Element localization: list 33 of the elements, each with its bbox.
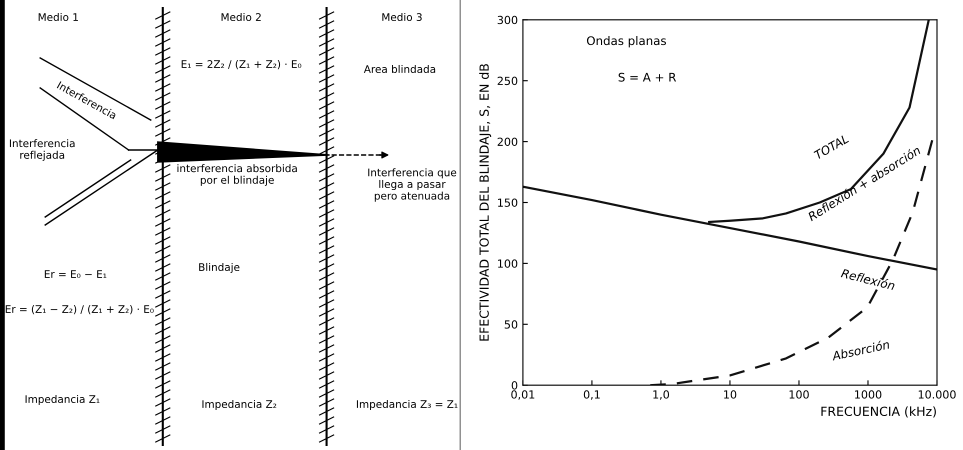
x-tick-label: 0,1 [584, 390, 600, 400]
text: Interferencia que llega a pasar pero atenuada [368, 168, 456, 202]
x-tick-label: 1,0 [653, 390, 670, 400]
text: Er = E₀ − E₁ [44, 270, 106, 278]
text: Impedancia Z₃ = Z₁ [356, 400, 458, 410]
text: Impedancia Z₂ [202, 400, 276, 410]
x-tick-label: 1000 [855, 390, 882, 399]
text: Absorción [830, 339, 890, 361]
text: Blindaje [199, 262, 240, 274]
annotation: Ondas planas [586, 36, 666, 48]
text: Er = (Z₁ − Z₂) / (Z₁ + Z₂) · E₀ [6, 304, 154, 314]
x-tick-label: 10 [724, 390, 736, 399]
text: Area blindada [364, 64, 436, 74]
text: E₁ = 2Z₂ / (Z₁ + Z₂) · E₀ [182, 60, 302, 70]
y-axis-title: EFECTIVIDAD TOTAL DEL BLINDAJE, S, EN dB [479, 64, 492, 341]
x-tick-label: 10.000 [918, 390, 956, 399]
text: Impedancia Z₁ [26, 394, 100, 406]
y-tick-label: 200 [498, 138, 518, 146]
text: Medio 3 [382, 12, 422, 22]
y-tick-label: 50 [504, 320, 518, 329]
text: interferencia absorbida por el blindaje [177, 164, 297, 186]
y-tick-label: 300 [498, 16, 518, 24]
y-tick-label: 150 [498, 198, 518, 207]
text: Medio 1 [38, 12, 78, 22]
text: Medio 2 [222, 12, 261, 22]
text: Interferencia reflejada [10, 139, 75, 161]
y-tick-label: 0 [512, 381, 518, 390]
annotation: S = A + R [618, 72, 676, 82]
y-tick-label: 250 [498, 76, 518, 86]
x-axis-title: FRECUENCIA (kHz) [821, 406, 936, 418]
y-tick-label: 100 [498, 259, 518, 268]
x-tick-label: 0,01 [511, 390, 534, 400]
x-tick-label: 100 [790, 390, 809, 399]
